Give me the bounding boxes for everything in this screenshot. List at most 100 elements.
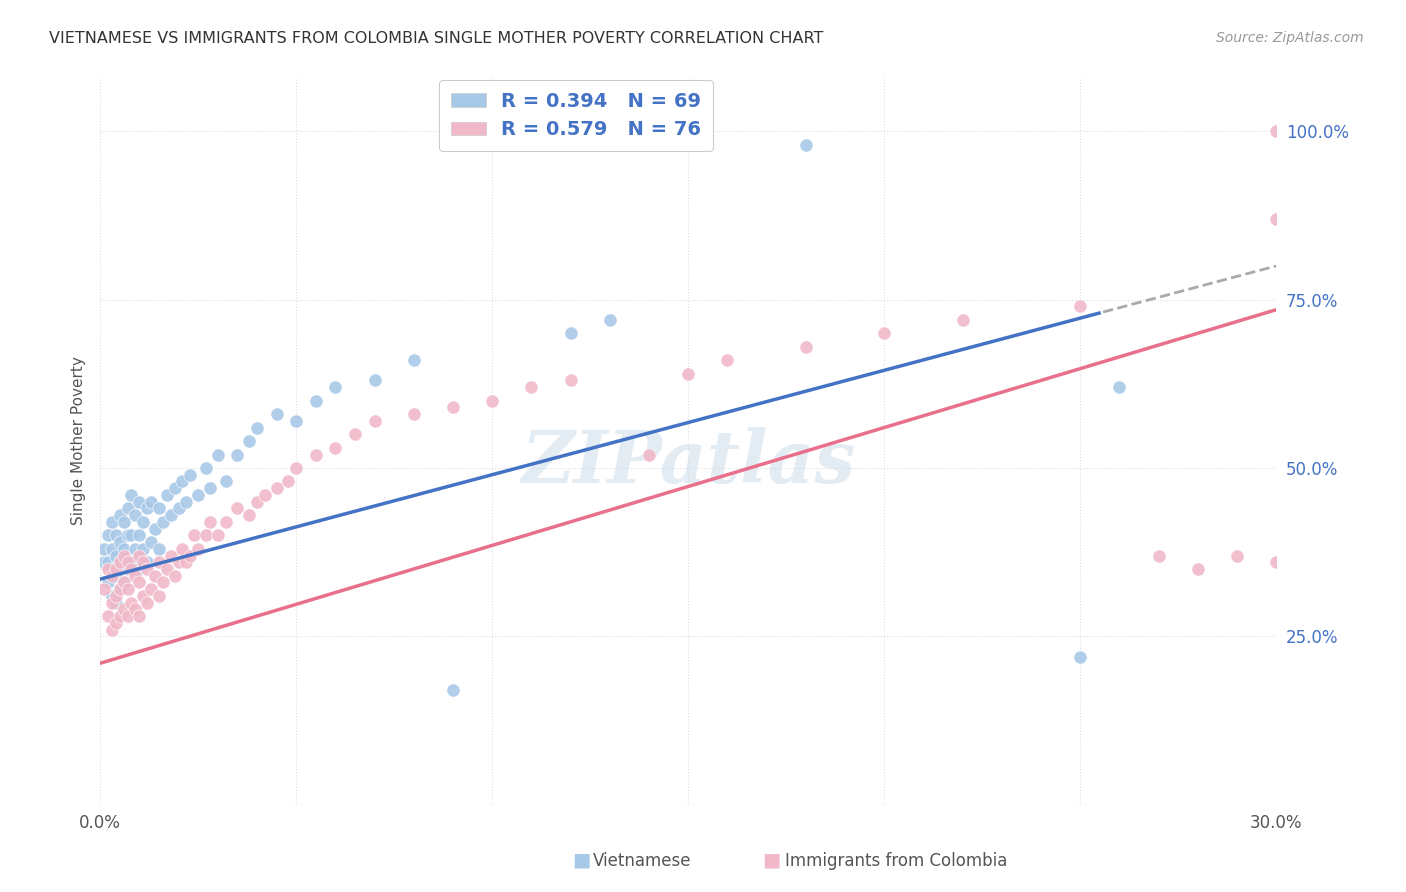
Point bbox=[277, 475, 299, 489]
Point bbox=[117, 609, 139, 624]
Point bbox=[139, 535, 162, 549]
Point bbox=[112, 575, 135, 590]
Point bbox=[441, 401, 464, 415]
Point bbox=[128, 528, 150, 542]
Point bbox=[1069, 649, 1091, 664]
Point bbox=[285, 414, 308, 428]
Point bbox=[108, 582, 131, 597]
Point bbox=[599, 313, 621, 327]
Point bbox=[128, 549, 150, 563]
Point bbox=[238, 434, 260, 448]
Point bbox=[143, 568, 166, 582]
Point bbox=[136, 555, 159, 569]
Point bbox=[207, 528, 229, 542]
Point bbox=[104, 568, 127, 582]
Point bbox=[136, 501, 159, 516]
Point bbox=[1226, 549, 1249, 563]
Point bbox=[305, 448, 328, 462]
Point bbox=[117, 555, 139, 569]
Point bbox=[148, 555, 170, 569]
Point bbox=[198, 515, 221, 529]
Point bbox=[285, 461, 308, 475]
Point bbox=[481, 393, 503, 408]
Point bbox=[266, 481, 288, 495]
Point bbox=[108, 508, 131, 522]
Point bbox=[402, 353, 425, 368]
Point bbox=[121, 562, 143, 576]
Point bbox=[198, 481, 221, 495]
Point bbox=[104, 528, 127, 542]
Point bbox=[246, 420, 269, 434]
Point bbox=[1265, 555, 1288, 569]
Point bbox=[108, 609, 131, 624]
Point bbox=[176, 494, 198, 508]
Point bbox=[104, 596, 127, 610]
Point bbox=[104, 562, 127, 576]
Point bbox=[676, 137, 699, 152]
Point bbox=[214, 475, 236, 489]
Point bbox=[194, 461, 217, 475]
Point bbox=[97, 528, 120, 542]
Point bbox=[104, 615, 127, 630]
Point bbox=[97, 575, 120, 590]
Point bbox=[143, 522, 166, 536]
Point bbox=[93, 555, 115, 569]
Point bbox=[121, 555, 143, 569]
Point bbox=[179, 467, 201, 482]
Point bbox=[159, 549, 181, 563]
Point bbox=[794, 340, 817, 354]
Point bbox=[638, 448, 661, 462]
Point bbox=[402, 407, 425, 421]
Point bbox=[121, 488, 143, 502]
Text: ■: ■ bbox=[572, 851, 591, 870]
Point bbox=[1069, 299, 1091, 313]
Point bbox=[163, 481, 186, 495]
Point bbox=[163, 568, 186, 582]
Point bbox=[112, 515, 135, 529]
Point bbox=[132, 541, 155, 556]
Point bbox=[124, 568, 146, 582]
Text: Vietnamese: Vietnamese bbox=[593, 852, 692, 870]
Text: Source: ZipAtlas.com: Source: ZipAtlas.com bbox=[1216, 31, 1364, 45]
Point bbox=[117, 501, 139, 516]
Point bbox=[167, 501, 190, 516]
Point bbox=[441, 683, 464, 698]
Point bbox=[101, 562, 124, 576]
Point bbox=[794, 137, 817, 152]
Point bbox=[156, 562, 179, 576]
Point bbox=[363, 374, 385, 388]
Point bbox=[176, 555, 198, 569]
Point bbox=[226, 448, 249, 462]
Point bbox=[97, 555, 120, 569]
Point bbox=[132, 555, 155, 569]
Point bbox=[128, 494, 150, 508]
Point bbox=[187, 488, 209, 502]
Point bbox=[108, 555, 131, 569]
Point bbox=[148, 589, 170, 603]
Point bbox=[1265, 211, 1288, 226]
Point bbox=[253, 488, 276, 502]
Point bbox=[112, 541, 135, 556]
Point bbox=[1147, 549, 1170, 563]
Point bbox=[101, 541, 124, 556]
Text: VIETNAMESE VS IMMIGRANTS FROM COLOMBIA SINGLE MOTHER POVERTY CORRELATION CHART: VIETNAMESE VS IMMIGRANTS FROM COLOMBIA S… bbox=[49, 31, 824, 46]
Text: Immigrants from Colombia: Immigrants from Colombia bbox=[785, 852, 1007, 870]
Point bbox=[132, 515, 155, 529]
Point bbox=[1187, 562, 1209, 576]
Point bbox=[676, 367, 699, 381]
Point bbox=[156, 488, 179, 502]
Point bbox=[121, 596, 143, 610]
Point bbox=[117, 582, 139, 597]
Point bbox=[124, 541, 146, 556]
Point bbox=[560, 374, 582, 388]
Point bbox=[152, 515, 174, 529]
Point bbox=[323, 380, 346, 394]
Point bbox=[101, 568, 124, 582]
Point bbox=[124, 508, 146, 522]
Point bbox=[238, 508, 260, 522]
Point bbox=[207, 448, 229, 462]
Point bbox=[179, 549, 201, 563]
Text: ZIPatlas: ZIPatlas bbox=[522, 427, 855, 499]
Point bbox=[108, 555, 131, 569]
Point bbox=[214, 515, 236, 529]
